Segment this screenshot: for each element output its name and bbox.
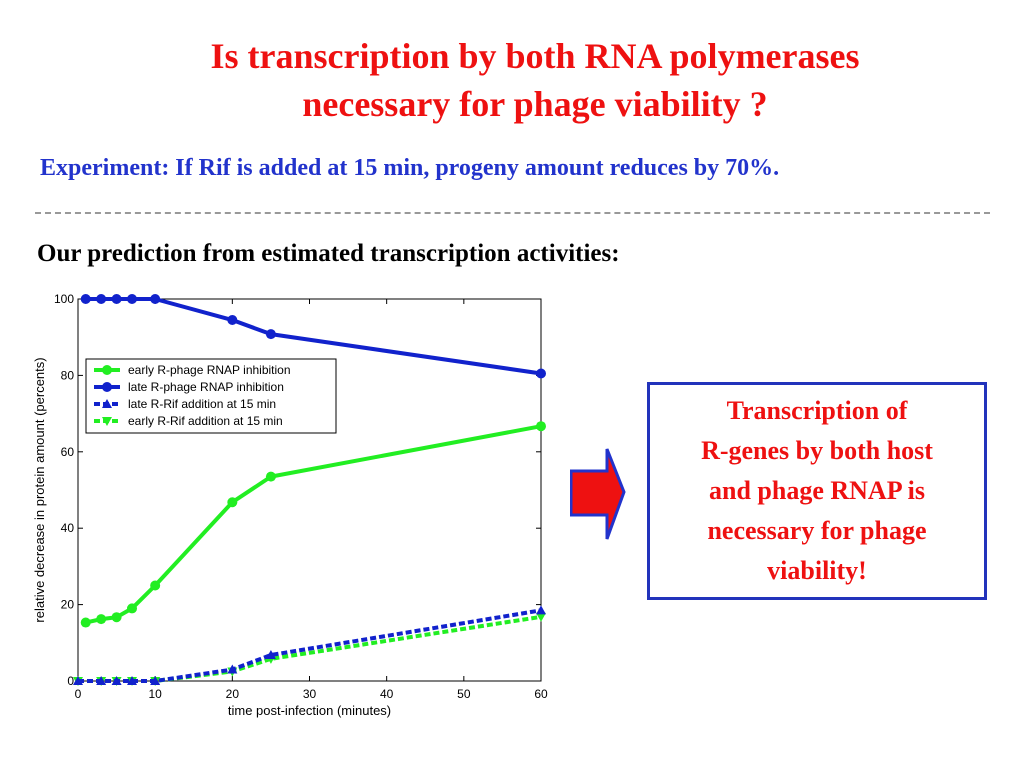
data-point-1 [111,294,122,304]
conclusion-line-2: R-genes by both host [701,436,933,465]
legend-label: late R-Rif addition at 15 min [128,397,276,411]
legend-label: early R-phage RNAP inhibition [128,363,291,377]
legend-marker [102,417,112,426]
experiment-statement: Experiment: If Rif is added at 15 min, p… [40,155,780,181]
data-point-1 [227,315,238,326]
data-point-1 [80,294,91,304]
x-tick-label: 20 [226,687,240,701]
data-point-0 [80,617,91,628]
data-point-1 [536,368,546,379]
x-axis-label: time post-infection (minutes) [228,703,391,718]
data-point-0 [265,471,276,482]
legend-marker [102,365,112,375]
data-point-1 [96,294,107,304]
data-point-2 [150,676,161,685]
data-point-2 [127,676,138,685]
protein-decrease-chart: 0 10 20 30 40 50 60 0 20 40 60 80 100 time post-infec… [32,292,548,718]
conclusion-line-1: Transcription of [726,396,908,425]
legend-label: early R-Rif addition at 15 min [128,414,283,428]
data-point-2 [96,676,107,685]
x-tick-label: 50 [457,687,471,701]
right-arrow-icon [570,448,626,540]
data-point-0 [536,421,546,432]
data-point-3 [536,612,546,622]
prediction-heading: Our prediction from estimated transcript… [37,240,620,267]
data-point-2 [536,605,546,615]
title-line-2: necessary for phage viability ? [302,84,768,124]
data-point-2 [227,664,238,674]
dashed-divider [35,212,990,214]
data-point-2 [111,676,122,685]
data-point-0 [96,614,107,625]
data-point-1 [150,294,161,304]
x-tick-label: 10 [148,687,162,701]
conclusion-line-3: and phage RNAP is [709,476,925,505]
y-tick-label: 100 [54,292,74,306]
data-point-2 [73,676,83,685]
title-line-1: Is transcription by both RNA polymerases [210,36,860,76]
y-tick-label: 40 [61,521,75,535]
series-line-2 [78,608,542,683]
data-point-1 [127,294,138,304]
data-point-1 [265,329,276,340]
y-axis-label: relative decrease in protein amount (per… [32,357,47,622]
y-tick-label: 60 [61,445,75,459]
conclusion-line-4: necessary for phage [707,516,927,545]
data-point-0 [227,497,238,508]
data-point-0 [111,612,122,623]
slide-title: Is transcription by both RNA polymerases… [100,32,970,128]
y-tick-label: 80 [61,368,75,382]
y-tick-label: 20 [61,598,75,612]
legend-label: late R-phage RNAP inhibition [128,380,284,394]
x-tick-label: 60 [534,687,548,701]
data-point-2 [265,650,276,660]
legend-box [85,358,337,434]
x-tick-label: 30 [303,687,317,701]
conclusion-box: Transcription of R-genes by both host an… [647,382,987,600]
legend-marker [102,399,112,408]
data-point-0 [150,580,161,591]
conclusion-line-5: viability! [767,556,867,585]
x-tick-label: 0 [75,687,82,701]
y-tick-label: 0 [67,674,74,688]
legend-marker [102,382,112,392]
x-tick-label: 40 [380,687,394,701]
conclusion-text: Transcription of R-genes by both host an… [701,391,933,591]
data-point-0 [127,603,138,614]
